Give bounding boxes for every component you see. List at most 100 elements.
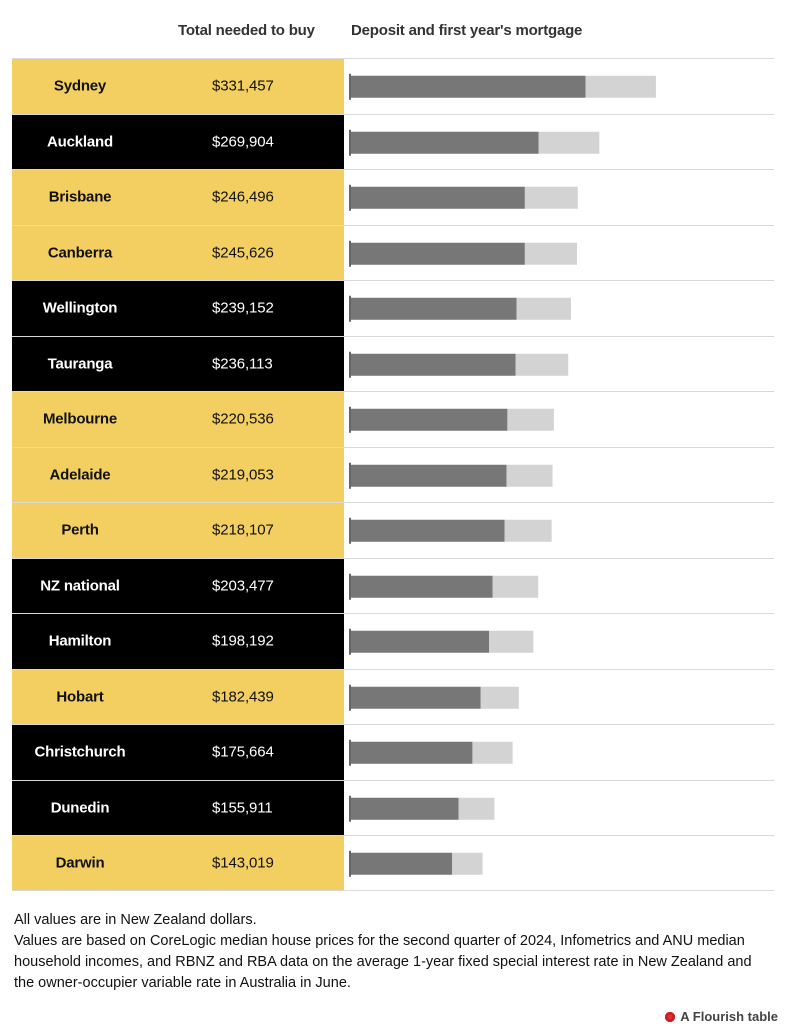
row-highlight: Auckland $269,904: [12, 114, 344, 169]
bar-chart-cell: [349, 73, 656, 100]
deposit-bar: [351, 242, 525, 265]
deposit-bar: [351, 797, 459, 820]
table-row: Melbourne $220,536: [12, 391, 774, 447]
bar-chart-cell: [349, 240, 577, 267]
bar-chart-cell: [349, 573, 539, 600]
mortgage-bar: [585, 75, 656, 98]
deposit-bar: [351, 686, 481, 709]
mortgage-bar: [452, 852, 483, 875]
bar-chart-cell: [349, 684, 519, 711]
footnotes: All values are in New Zealand dollars. V…: [14, 910, 774, 994]
mortgage-bar: [507, 408, 554, 431]
row-highlight: Brisbane $246,496: [12, 170, 344, 225]
row-highlight: Darwin $143,019: [12, 836, 344, 890]
bar-chart-cell: [349, 295, 572, 322]
bar-chart-cell: [349, 184, 578, 211]
city-name: Brisbane: [48, 188, 112, 206]
bar-chart-cell: [349, 850, 483, 877]
row-highlight: Christchurch $175,664: [12, 725, 344, 780]
footnote-currency: All values are in New Zealand dollars.: [14, 912, 257, 928]
city-name: Darwin: [55, 854, 105, 872]
mortgage-bar: [472, 741, 513, 764]
total-value: $219,053: [212, 466, 274, 484]
deposit-bar: [351, 186, 525, 209]
row-highlight: Tauranga $236,113: [12, 336, 344, 391]
table-row: Sydney $331,457: [12, 58, 774, 114]
row-highlight: Canberra $245,626: [12, 225, 344, 280]
total-value: $245,626: [212, 244, 274, 262]
total-value: $218,107: [212, 521, 274, 539]
total-value: $203,477: [212, 577, 274, 595]
bar-chart-cell: [349, 462, 553, 489]
city-name: Sydney: [53, 77, 107, 95]
deposit-bar: [351, 630, 489, 653]
table-row: Christchurch $175,664: [12, 724, 774, 780]
city-name: Canberra: [47, 244, 113, 262]
row-highlight: Perth $218,107: [12, 503, 344, 558]
row-highlight: Dunedin $155,911: [12, 780, 344, 835]
total-value: $182,439: [212, 688, 274, 706]
row-highlight: Hamilton $198,192: [12, 614, 344, 669]
mortgage-bar: [458, 797, 495, 820]
total-value: $143,019: [212, 854, 274, 872]
table-row: Hobart $182,439: [12, 668, 774, 724]
row-highlight: Sydney $331,457: [12, 59, 344, 114]
column-header-total: Total needed to buy: [178, 22, 315, 39]
row-highlight: NZ national $203,477: [12, 558, 344, 613]
total-value: $175,664: [212, 743, 274, 761]
deposit-bar: [351, 297, 517, 320]
city-name: Hamilton: [48, 632, 112, 650]
bar-chart-cell: [349, 351, 569, 378]
total-value: $246,496: [212, 188, 274, 206]
mortgage-bar: [489, 630, 534, 653]
row-highlight: Adelaide $219,053: [12, 447, 344, 502]
bar-chart-cell: [349, 628, 534, 655]
table-row: Canberra $245,626: [12, 224, 774, 280]
mortgage-bar: [516, 297, 572, 320]
table-row: Dunedin $155,911: [12, 779, 774, 835]
city-name: Christchurch: [34, 743, 126, 761]
table-row: NZ national $203,477: [12, 557, 774, 613]
table-row: Auckland $269,904: [12, 113, 774, 169]
city-name: NZ national: [40, 577, 120, 595]
city-name: Hobart: [56, 688, 104, 706]
deposit-bar: [351, 575, 493, 598]
total-value: $236,113: [212, 355, 273, 373]
row-highlight: Wellington $239,152: [12, 281, 344, 336]
row-highlight: Melbourne $220,536: [12, 392, 344, 447]
mortgage-bar: [515, 353, 569, 376]
footnote-sources: Values are based on CoreLogic median hou…: [14, 933, 752, 991]
mortgage-bar: [506, 464, 553, 487]
flourish-credit[interactable]: A Flourish table: [664, 1009, 778, 1024]
city-name: Adelaide: [49, 466, 111, 484]
data-table: Sydney $331,457 Auckland $269,904 Brisbane $2…: [12, 58, 774, 891]
total-value: $198,192: [212, 632, 274, 650]
deposit-bar: [351, 519, 505, 542]
deposit-bar: [351, 353, 516, 376]
bar-chart-cell: [349, 129, 600, 156]
city-name: Auckland: [47, 133, 113, 151]
total-value: $331,457: [212, 77, 274, 95]
column-header-deposit: Deposit and first year's mortgage: [351, 22, 583, 39]
deposit-bar: [351, 131, 539, 154]
table-row: Hamilton $198,192: [12, 613, 774, 669]
bar-chart-cell: [349, 406, 554, 433]
city-name: Perth: [61, 521, 99, 539]
deposit-bar: [351, 852, 453, 875]
mortgage-bar: [492, 575, 539, 598]
table-row: Brisbane $246,496: [12, 169, 774, 225]
deposit-bar: [351, 408, 508, 431]
flourish-logo-icon: [664, 1010, 677, 1023]
row-highlight: Hobart $182,439: [12, 669, 344, 724]
total-value: $239,152: [212, 299, 274, 317]
mortgage-bar: [538, 131, 600, 154]
bar-chart-cell: [349, 795, 495, 822]
bar-chart-cell: [349, 517, 552, 544]
total-value: $269,904: [212, 133, 274, 151]
bar-chart-cell: [349, 739, 513, 766]
city-name: Wellington: [42, 299, 118, 317]
mortgage-bar: [504, 519, 552, 542]
city-name: Tauranga: [47, 355, 113, 373]
table-row: Perth $218,107: [12, 502, 774, 558]
deposit-bar: [351, 75, 586, 98]
